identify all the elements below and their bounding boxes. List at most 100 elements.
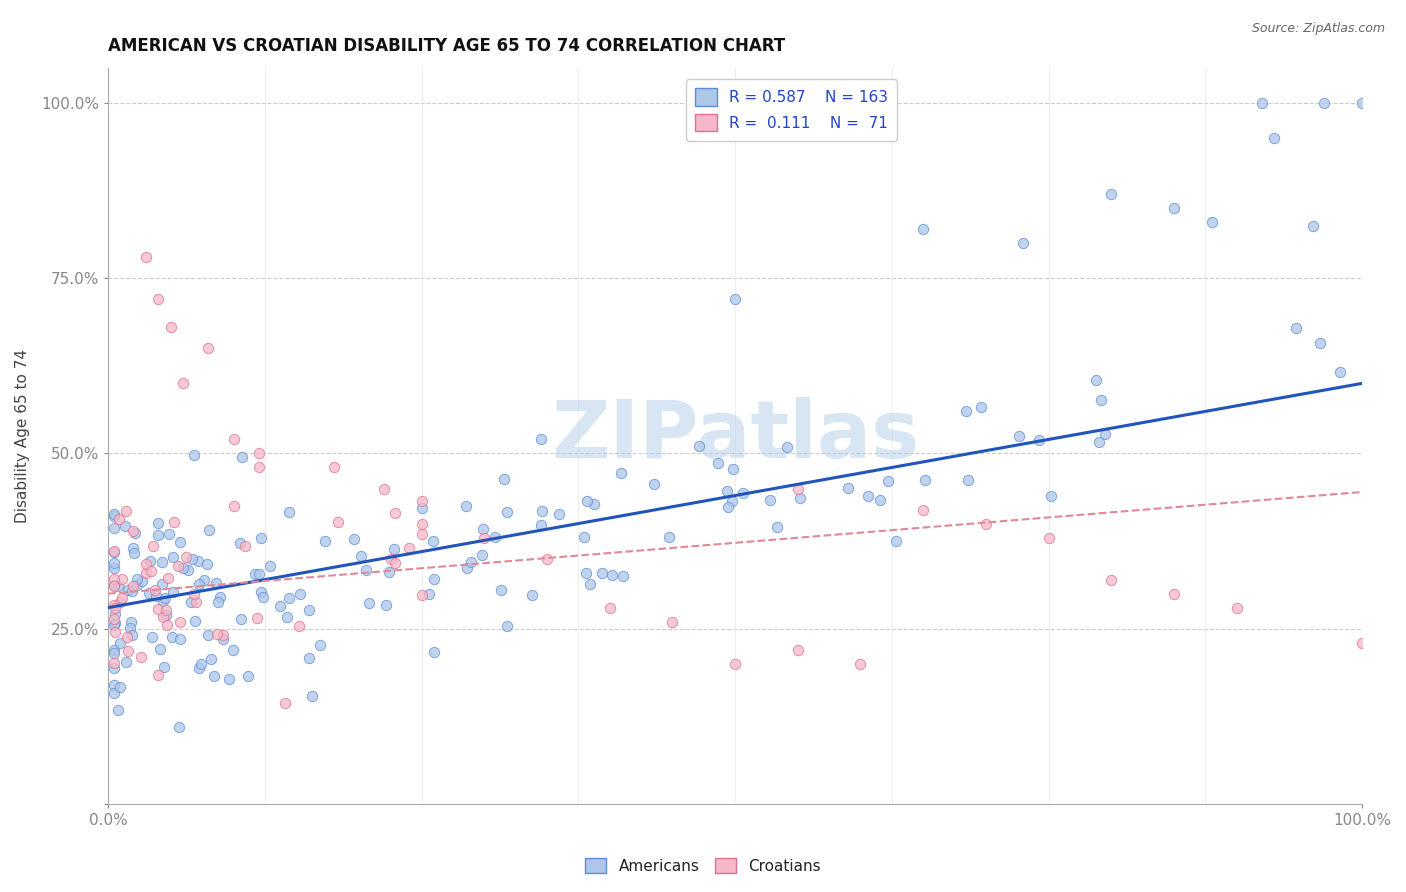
Point — [612, 569, 634, 583]
Point — [530, 432, 553, 446]
Point — [236, 669, 259, 683]
Point — [247, 460, 270, 475]
Point — [460, 555, 482, 569]
Point — [222, 499, 245, 513]
Point — [117, 644, 139, 658]
Y-axis label: Disability Age 65 to 74: Disability Age 65 to 74 — [15, 349, 30, 523]
Point — [955, 404, 977, 418]
Point — [520, 588, 543, 602]
Point — [121, 541, 143, 556]
Point — [221, 643, 243, 657]
Point — [322, 460, 344, 475]
Point — [759, 492, 782, 507]
Point — [110, 594, 132, 608]
Point — [1309, 335, 1331, 350]
Point — [148, 292, 170, 306]
Point — [1084, 373, 1107, 387]
Point — [530, 517, 553, 532]
Point — [200, 652, 222, 666]
Point — [411, 527, 433, 541]
Point — [193, 573, 215, 587]
Point — [139, 554, 162, 568]
Point — [167, 559, 190, 574]
Point — [1028, 433, 1050, 447]
Point — [484, 530, 506, 544]
Point — [155, 603, 177, 617]
Point — [599, 600, 621, 615]
Point — [276, 610, 298, 624]
Point — [152, 610, 174, 624]
Point — [103, 560, 125, 574]
Point — [766, 520, 789, 534]
Point — [195, 557, 218, 571]
Point — [122, 546, 145, 560]
Point — [1329, 365, 1351, 379]
Point — [357, 596, 380, 610]
Point — [104, 616, 127, 631]
Point — [157, 526, 180, 541]
Point — [184, 614, 207, 628]
Point — [974, 516, 997, 531]
Point — [172, 561, 194, 575]
Point — [578, 577, 600, 591]
Point — [269, 599, 291, 614]
Point — [572, 530, 595, 544]
Point — [135, 557, 157, 571]
Point — [205, 576, 228, 591]
Point — [1012, 236, 1035, 251]
Point — [250, 531, 273, 545]
Point — [162, 549, 184, 564]
Point — [212, 627, 235, 641]
Text: ZIPatlas: ZIPatlas — [551, 397, 920, 475]
Point — [103, 661, 125, 675]
Point — [108, 511, 131, 525]
Point — [776, 440, 799, 454]
Point — [411, 494, 433, 508]
Point — [661, 615, 683, 629]
Point — [141, 631, 163, 645]
Point — [122, 579, 145, 593]
Point — [135, 250, 157, 264]
Point — [914, 473, 936, 487]
Point — [103, 601, 125, 615]
Point — [103, 508, 125, 523]
Point — [104, 607, 127, 621]
Point — [471, 548, 494, 562]
Point — [146, 602, 169, 616]
Point — [724, 657, 747, 671]
Point — [120, 621, 142, 635]
Point — [290, 586, 312, 600]
Point — [575, 493, 598, 508]
Point — [153, 591, 176, 605]
Point — [1099, 573, 1122, 587]
Point — [115, 630, 138, 644]
Point — [107, 703, 129, 717]
Point — [610, 466, 633, 480]
Point — [197, 628, 219, 642]
Point — [127, 572, 149, 586]
Point — [141, 539, 163, 553]
Point — [183, 448, 205, 462]
Point — [250, 585, 273, 599]
Point — [912, 502, 935, 516]
Point — [1008, 428, 1031, 442]
Point — [103, 656, 125, 670]
Point — [153, 659, 176, 673]
Point — [837, 481, 859, 495]
Point — [496, 619, 519, 633]
Point — [472, 531, 495, 545]
Point — [139, 565, 162, 579]
Point — [731, 485, 754, 500]
Point — [1090, 393, 1112, 408]
Point — [143, 582, 166, 597]
Point — [398, 541, 420, 555]
Point — [121, 584, 143, 599]
Point — [252, 590, 274, 604]
Point — [131, 574, 153, 588]
Text: Source: ZipAtlas.com: Source: ZipAtlas.com — [1251, 22, 1385, 36]
Point — [1038, 531, 1060, 545]
Point — [121, 524, 143, 538]
Point — [103, 579, 125, 593]
Point — [172, 376, 194, 391]
Point — [688, 439, 710, 453]
